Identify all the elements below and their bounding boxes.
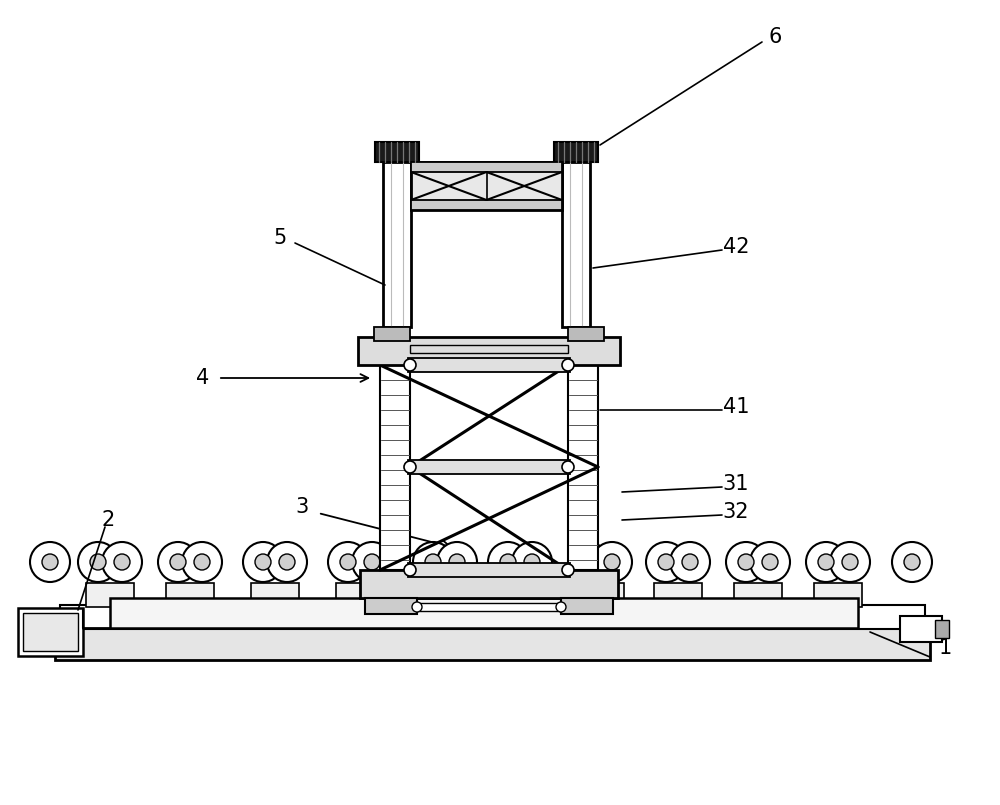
Text: 2: 2	[101, 510, 115, 530]
Circle shape	[842, 554, 858, 570]
Bar	[336, 583, 384, 607]
Bar	[411, 200, 562, 210]
Bar	[734, 583, 782, 607]
Text: 1: 1	[938, 638, 952, 658]
Bar	[554, 142, 598, 162]
Circle shape	[524, 554, 540, 570]
Bar	[900, 616, 942, 642]
Circle shape	[404, 461, 416, 473]
Circle shape	[364, 554, 380, 570]
Circle shape	[404, 359, 416, 371]
Bar	[365, 598, 417, 614]
Circle shape	[412, 602, 422, 612]
Bar	[568, 365, 598, 570]
Circle shape	[488, 542, 528, 582]
Circle shape	[670, 542, 710, 582]
Bar	[411, 162, 562, 210]
Bar	[576, 583, 624, 607]
Text: 31: 31	[723, 474, 749, 494]
Text: 6: 6	[768, 27, 782, 47]
Circle shape	[830, 542, 870, 582]
Circle shape	[658, 554, 674, 570]
Bar	[23, 613, 78, 651]
Circle shape	[425, 554, 441, 570]
Circle shape	[904, 554, 920, 570]
Circle shape	[592, 542, 632, 582]
Text: 41: 41	[723, 397, 749, 417]
Circle shape	[562, 359, 574, 371]
Bar	[60, 605, 925, 629]
Bar	[654, 583, 702, 607]
Circle shape	[604, 554, 620, 570]
Bar	[417, 603, 561, 611]
Circle shape	[352, 542, 392, 582]
Text: 3: 3	[295, 497, 309, 517]
Circle shape	[114, 554, 130, 570]
Circle shape	[42, 554, 58, 570]
Circle shape	[182, 542, 222, 582]
Text: 4: 4	[196, 368, 210, 388]
Circle shape	[279, 554, 295, 570]
Circle shape	[267, 542, 307, 582]
Circle shape	[78, 542, 118, 582]
Circle shape	[580, 554, 596, 570]
Circle shape	[556, 602, 566, 612]
Bar	[374, 327, 410, 341]
Bar	[496, 583, 544, 607]
Bar	[814, 583, 862, 607]
Circle shape	[170, 554, 186, 570]
Text: 5: 5	[273, 228, 287, 248]
Circle shape	[646, 542, 686, 582]
Bar	[421, 583, 469, 607]
Text: 42: 42	[723, 237, 749, 257]
Bar	[568, 327, 604, 341]
Bar	[110, 598, 858, 628]
Circle shape	[682, 554, 698, 570]
Bar	[408, 460, 570, 474]
Circle shape	[738, 554, 754, 570]
Bar	[166, 583, 214, 607]
Text: 32: 32	[723, 502, 749, 522]
Circle shape	[806, 542, 846, 582]
Bar	[383, 162, 411, 327]
Bar	[360, 570, 618, 598]
Circle shape	[726, 542, 766, 582]
Bar	[380, 365, 410, 570]
Circle shape	[892, 542, 932, 582]
Circle shape	[102, 542, 142, 582]
Circle shape	[255, 554, 271, 570]
Circle shape	[404, 564, 416, 576]
Circle shape	[562, 461, 574, 473]
Bar	[561, 598, 613, 614]
Bar	[408, 563, 570, 577]
Circle shape	[762, 554, 778, 570]
Circle shape	[562, 564, 574, 576]
Circle shape	[413, 542, 453, 582]
Circle shape	[437, 542, 477, 582]
Bar	[935, 620, 949, 638]
Bar	[562, 162, 590, 327]
Circle shape	[328, 542, 368, 582]
Bar	[375, 142, 419, 162]
Bar	[358, 337, 620, 365]
Circle shape	[750, 542, 790, 582]
Bar	[408, 358, 570, 372]
Bar	[251, 583, 299, 607]
Circle shape	[568, 542, 608, 582]
Circle shape	[340, 554, 356, 570]
Bar	[410, 345, 568, 353]
Circle shape	[243, 542, 283, 582]
Circle shape	[158, 542, 198, 582]
Bar	[411, 162, 562, 172]
Circle shape	[30, 542, 70, 582]
Bar	[55, 628, 930, 660]
Circle shape	[90, 554, 106, 570]
Circle shape	[194, 554, 210, 570]
Circle shape	[449, 554, 465, 570]
Circle shape	[512, 542, 552, 582]
Circle shape	[500, 554, 516, 570]
Bar	[18, 608, 83, 656]
Bar	[86, 583, 134, 607]
Circle shape	[818, 554, 834, 570]
